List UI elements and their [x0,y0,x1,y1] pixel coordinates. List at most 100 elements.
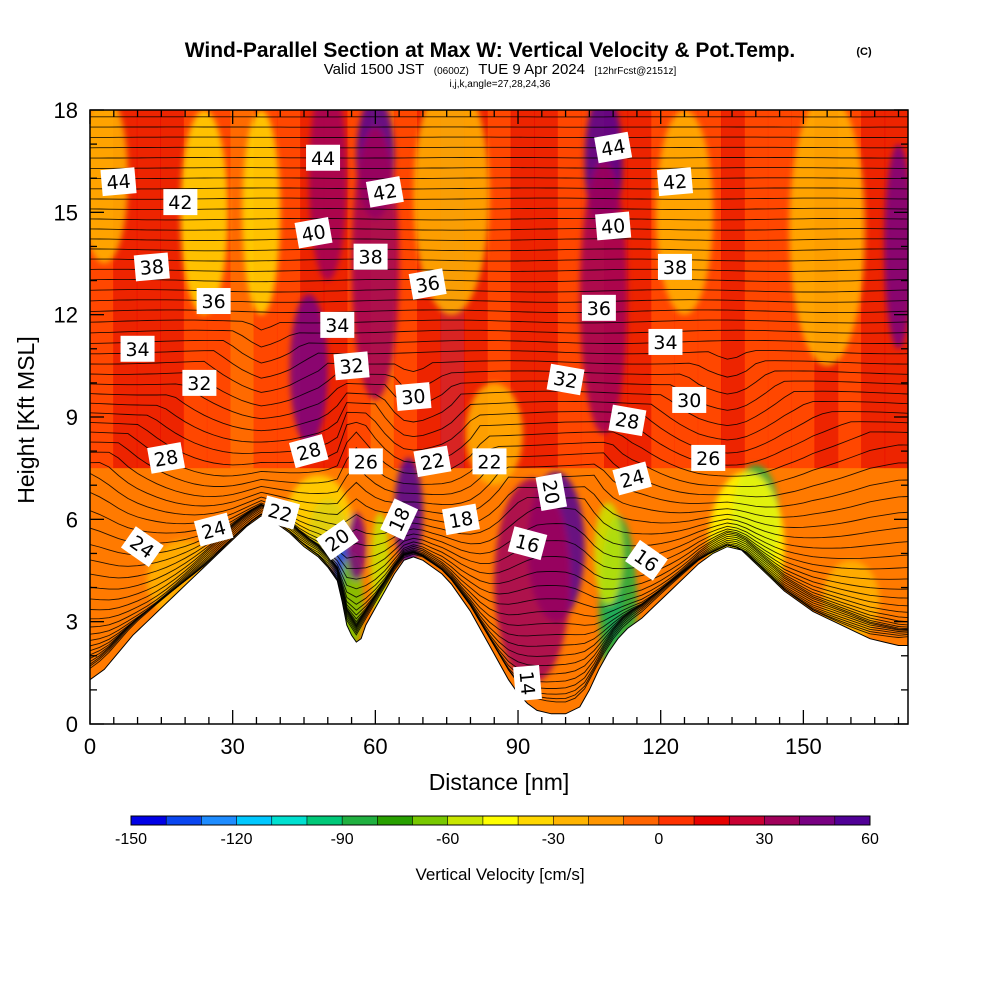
velocity-cell [289,294,328,445]
contour-label: 28 [288,434,329,469]
colorbar-swatch [482,816,519,825]
velocity-band [744,110,769,469]
contour-label: 30 [672,386,707,413]
colorbar-tick-label: -90 [331,831,354,848]
contour-label: 22 [472,448,507,475]
theta-contour [90,258,908,262]
colorbar-swatch [201,816,238,825]
contour-label-box [315,519,359,561]
colorbar-swatch [271,816,308,825]
colorbar-tick-label: -120 [221,831,253,848]
contour-label: 32 [546,363,585,396]
theta-contour [90,248,908,252]
contour-label-box [507,526,548,561]
colorbar: -150 -120 -90 -60 -30 0 30 60 [115,815,879,848]
contour-label-text: 32 [552,368,580,394]
contour-label-box [288,434,329,469]
x-tick-label: 90 [506,734,530,759]
contour-label: 18 [441,503,480,536]
contour-label-text: 26 [696,448,720,470]
velocity-band [767,110,792,469]
contour-label: 26 [348,448,383,475]
theta-contour [90,339,908,364]
velocity-cell [655,110,714,315]
contour-label-box [546,363,585,396]
contour-label-text: 36 [202,291,226,313]
colorbar-swatch [377,816,414,825]
velocity-cell [180,110,228,315]
colorbar-swatch [764,816,801,825]
theta-contour [90,511,908,647]
contour-label-layer: 44 42 44 42 40 38 36 38 36 34 32 34 32 30 28 28 26 22 22 24… [100,131,726,702]
colorbar-swatch [236,816,273,825]
colorbar-swatch [342,816,378,825]
colorbar-swatch [588,816,625,825]
theta-contour [90,513,908,657]
contour-label: 22 [413,445,452,478]
colorbar-swatch [834,816,871,825]
contour-label-text: 38 [139,256,165,280]
contour-label-box [120,335,155,362]
theta-contour [90,411,908,454]
theta-contour [90,360,908,393]
velocity-cell [413,110,490,315]
contour-label-box [472,448,507,475]
contour-label-box [413,445,452,478]
x-axis-label: Distance [nm] [429,769,570,795]
contour-label: 34 [648,328,683,355]
contour-label-box [672,386,707,413]
contour-label-text: 34 [653,332,677,354]
contour-label-box [306,144,341,171]
theta-contour [90,177,908,180]
velocity-band [861,110,886,469]
theta-contour [90,156,908,159]
contour-label-box [408,268,447,300]
x-tick-label: 0 [84,734,96,759]
contour-label-box [691,444,726,471]
theta-contour [90,370,908,407]
contour-label: 16 [507,526,548,561]
theta-contour [90,380,908,420]
colorbar-tick-label: 30 [756,831,774,848]
velocity-band [557,110,582,469]
colorbar-swatch [518,816,554,825]
colorbar-swatch [729,816,765,825]
contour-label-text: 32 [339,355,365,379]
contour-label-text: 44 [311,148,335,170]
chart-title: Wind-Parallel Section at Max W: Vertical… [185,39,796,62]
contour-label-box [365,176,404,208]
theta-contour [90,228,908,231]
contour-label-box [441,503,480,536]
velocity-cell [884,144,908,349]
contour-label-box [333,351,370,381]
contour-label: 28 [147,442,186,474]
theta-contour [90,207,908,211]
contour-label: 36 [408,268,447,300]
contour-label: 22 [260,495,301,530]
velocity-band [510,110,535,469]
colorbar-swatch [166,816,202,825]
contour-label: 38 [657,253,692,280]
contour-label-box [120,526,164,568]
contour-label-box [260,495,301,530]
contour-label-text: 40 [600,215,626,239]
x-tick-label: 30 [220,734,244,759]
contour-label: 40 [294,217,333,249]
contour-label-box [353,243,388,270]
colorbar-tick-label: 0 [654,831,663,848]
theta-contour [90,390,908,432]
contour-label: 36 [581,294,616,321]
velocity-band [160,110,185,469]
contour-label-text: 20 [537,478,563,506]
x-tick-label: 120 [642,734,679,759]
theta-contour [90,167,908,169]
contour-label-box [656,167,694,197]
contour-label: 38 [353,243,388,270]
colorbar-label: Vertical Velocity [cm/s] [415,865,584,884]
contour-label-text: 38 [663,257,687,279]
contour-label: 40 [595,211,632,241]
colorbar-tick-label: -30 [542,831,565,848]
theta-contour [90,513,908,667]
colorbar-swatch [447,816,484,825]
